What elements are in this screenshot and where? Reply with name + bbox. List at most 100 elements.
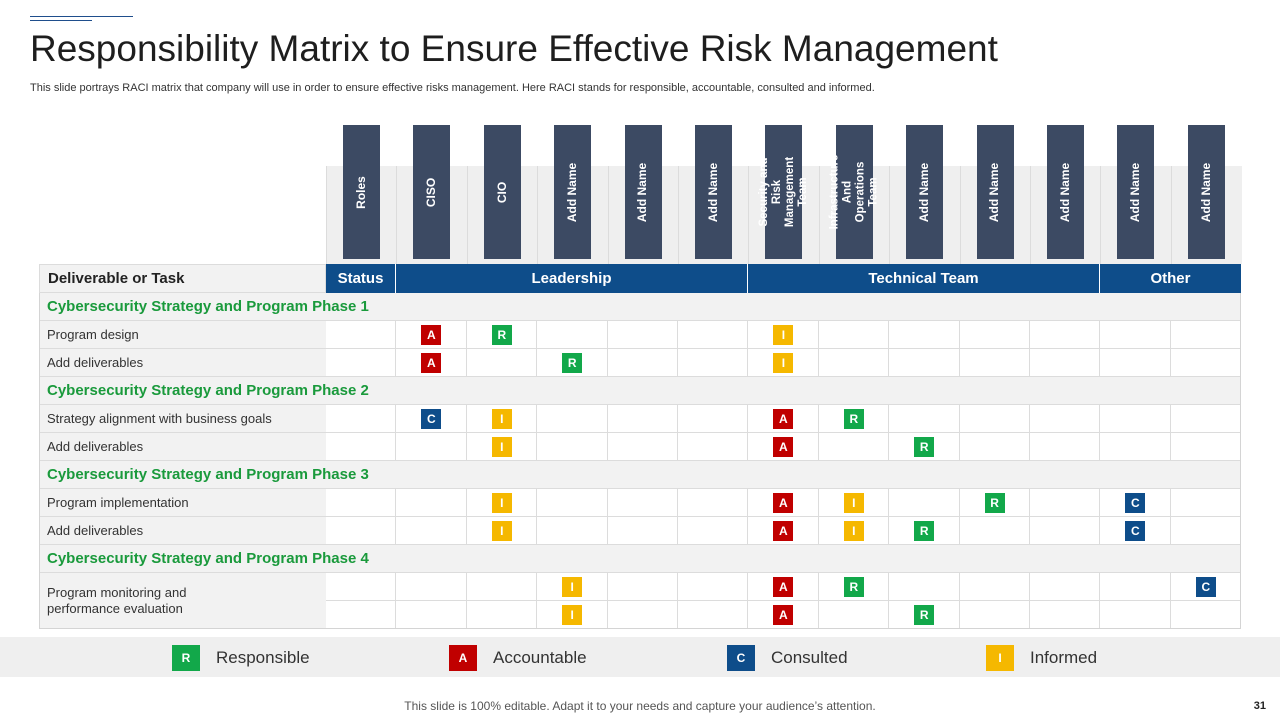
matrix-cell: [537, 517, 608, 545]
matrix-cell: [396, 489, 467, 517]
matrix-cell: [1030, 601, 1101, 629]
matrix-cell: [748, 405, 819, 433]
raci-badge-r: R: [914, 605, 935, 625]
legend-badge: R: [172, 645, 200, 671]
legend-badge: A: [449, 645, 477, 671]
task-label: Add deliverables: [39, 349, 326, 377]
raci-badge-r: R: [843, 409, 864, 429]
matrix-cell: [959, 433, 1030, 461]
matrix-cell: [959, 601, 1030, 629]
raci-badge-r: R: [984, 493, 1005, 513]
matrix-cell: [748, 573, 819, 601]
raci-badge-c: C: [1125, 493, 1146, 513]
role-header-label: Add Name: [987, 162, 1002, 222]
matrix-cell: [466, 321, 538, 349]
matrix-cell: [466, 517, 538, 545]
matrix-cell: [959, 349, 1030, 377]
matrix-cell: [1100, 517, 1171, 545]
role-header: Add Name: [624, 125, 662, 259]
matrix-cell: [396, 573, 467, 601]
legend-label: Consulted: [771, 648, 848, 667]
matrix-cell: [818, 405, 890, 433]
role-header-label: Infrastructure And Operations Team: [828, 154, 880, 230]
raci-badge-a: A: [773, 409, 794, 429]
matrix-cell: [1100, 573, 1171, 601]
matrix-cell: [1170, 517, 1242, 545]
legend-badge: I: [986, 645, 1014, 671]
role-header: Add Name: [1047, 125, 1084, 259]
matrix-cell: [818, 321, 890, 349]
decorative-line: [30, 16, 133, 17]
matrix-cell: [1030, 517, 1101, 545]
legend-badge: C: [727, 645, 755, 671]
matrix-cell: [396, 349, 467, 377]
role-header-label: Add Name: [1058, 162, 1072, 222]
matrix-cell: [889, 433, 960, 461]
matrix-cell: [537, 321, 608, 349]
matrix-cell: [396, 321, 467, 349]
phase-title: Cybersecurity Strategy and Program Phase…: [39, 377, 1241, 405]
matrix-cell: [678, 601, 749, 629]
matrix-cell: [1100, 405, 1171, 433]
matrix-cell: [607, 349, 678, 377]
page-subtitle: This slide portrays RACI matrix that com…: [30, 82, 875, 94]
matrix-cell: [1170, 489, 1242, 517]
task-label: Program monitoring and performance evalu…: [39, 573, 326, 629]
matrix-cell: [466, 573, 538, 601]
role-header-label: CISO: [424, 177, 439, 207]
raci-badge-r: R: [914, 521, 935, 541]
role-header: CISO: [413, 125, 451, 259]
matrix-cell: [748, 349, 819, 377]
matrix-cell: [607, 433, 678, 461]
matrix-cell: [607, 405, 678, 433]
role-header-label: Add Name: [917, 162, 932, 222]
role-header-label: Add Name: [565, 162, 580, 222]
matrix-cell: [959, 573, 1030, 601]
matrix-cell: [396, 517, 467, 545]
phase-title: Cybersecurity Strategy and Program Phase…: [39, 293, 1241, 321]
header-other: Other: [1100, 264, 1241, 293]
role-header-label: Add Name: [1128, 162, 1143, 222]
matrix-cell: [396, 433, 467, 461]
matrix-cell: [326, 573, 397, 601]
raci-badge-r: R: [914, 437, 935, 457]
raci-badge-a: A: [421, 325, 442, 345]
task-label: Program implementation: [39, 489, 326, 517]
matrix-cell: [1100, 321, 1171, 349]
role-header: CIO: [483, 125, 521, 259]
header-deliverable-task: Deliverable or Task: [39, 264, 326, 293]
matrix-cell: [326, 433, 397, 461]
matrix-cell: [1170, 433, 1242, 461]
matrix-cell: [1170, 405, 1242, 433]
matrix-cell: [326, 517, 397, 545]
decorative-line: [30, 20, 92, 21]
raci-badge-i: I: [843, 521, 864, 541]
matrix-cell: [1030, 433, 1101, 461]
matrix-cell: [1100, 349, 1171, 377]
matrix-cell: [466, 405, 538, 433]
header-leadership: Leadership: [396, 264, 748, 293]
raci-badge-i: I: [562, 577, 583, 597]
raci-badge-r: R: [843, 577, 864, 597]
raci-badge-r: R: [562, 353, 583, 373]
phase-title: Cybersecurity Strategy and Program Phase…: [39, 545, 1241, 573]
raci-badge-r: R: [491, 325, 512, 345]
matrix-cell: [818, 601, 890, 629]
matrix-cell: [818, 573, 890, 601]
matrix-cell: [607, 573, 678, 601]
role-header: Security and Risk Management Team: [758, 125, 809, 259]
matrix-cell: [1170, 349, 1242, 377]
role-header: Add Name: [1117, 125, 1155, 259]
matrix-cell: [537, 433, 608, 461]
matrix-cell: [607, 601, 678, 629]
matrix-cell: [1170, 601, 1242, 629]
legend-item-consulted: C Consulted: [727, 645, 848, 671]
raci-badge-i: I: [491, 409, 512, 429]
role-header: Infrastructure And Operations Team: [828, 125, 879, 259]
matrix-cell: [607, 489, 678, 517]
legend-item-responsible: R Responsible: [172, 645, 310, 671]
matrix-cell: [1100, 601, 1171, 629]
matrix-cell: [1100, 433, 1171, 461]
role-header: Add Name: [976, 125, 1014, 259]
role-header: Add Name: [1187, 125, 1225, 259]
